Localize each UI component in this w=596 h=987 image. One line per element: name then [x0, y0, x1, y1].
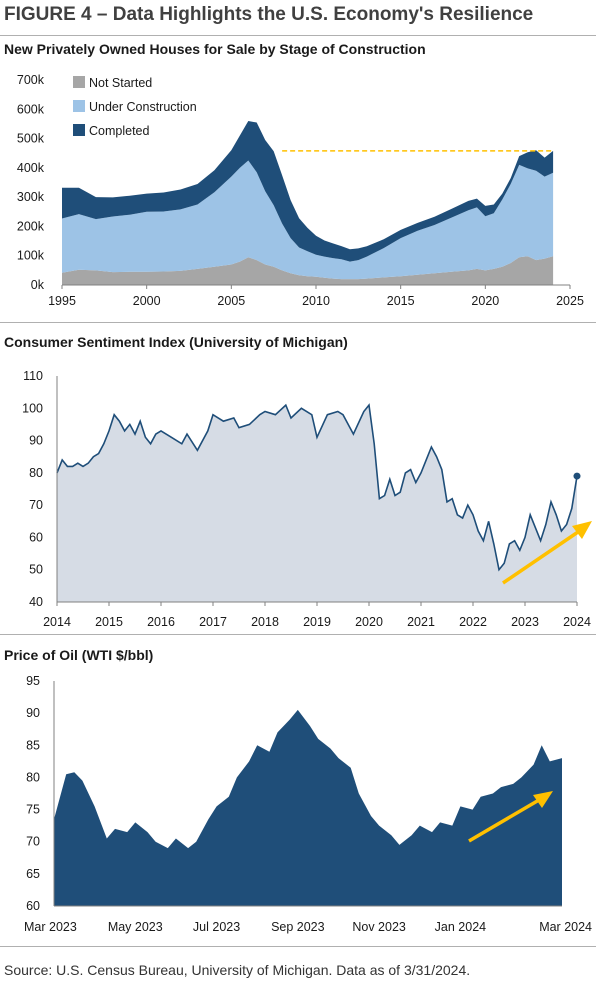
houses-legend-label: Completed — [89, 124, 149, 138]
houses-legend-label: Under Construction — [89, 100, 197, 114]
houses-legend-swatch — [73, 100, 85, 112]
sentiment-x-tick-label: 2016 — [147, 615, 175, 629]
houses-chart-title: New Privately Owned Houses for Sale by S… — [4, 41, 426, 57]
houses-y-tick-label: 100k — [17, 249, 45, 263]
sentiment-x-tick-label: 2024 — [563, 615, 591, 629]
sentiment-y-tick-label: 110 — [23, 369, 43, 383]
oil-trend-arrow-head — [533, 791, 553, 808]
oil-x-tick-label: Sep 2023 — [271, 920, 325, 934]
oil-y-tick-label: 65 — [26, 867, 40, 881]
sentiment-x-tick-label: 2022 — [459, 615, 487, 629]
houses-x-tick-label: 2000 — [133, 294, 161, 308]
sentiment-y-tick-label: 80 — [29, 466, 43, 480]
sentiment-x-tick-label: 2020 — [355, 615, 383, 629]
oil-x-tick-label: Mar 2024 — [539, 920, 592, 934]
oil-y-tick-label: 95 — [26, 674, 40, 688]
houses-area-under-construction — [62, 160, 554, 280]
houses-y-tick-label: 400k — [17, 161, 45, 175]
sentiment-y-tick-label: 100 — [22, 401, 43, 415]
divider-2 — [0, 634, 596, 635]
houses-y-tick-label: 700k — [17, 73, 45, 87]
sentiment-y-tick-label: 70 — [29, 498, 43, 512]
oil-y-tick-label: 60 — [26, 899, 40, 913]
sentiment-x-tick-label: 2015 — [95, 615, 123, 629]
houses-y-tick-label: 300k — [17, 190, 45, 204]
sentiment-last-point — [573, 472, 581, 480]
oil-y-tick-label: 75 — [26, 803, 40, 817]
oil-chart-title: Price of Oil (WTI $/bbl) — [4, 647, 154, 663]
divider-1 — [0, 322, 596, 323]
houses-y-tick-label: 600k — [17, 102, 45, 116]
houses-x-tick-label: 2025 — [556, 294, 584, 308]
houses-legend-swatch — [73, 76, 85, 88]
houses-x-tick-label: 2020 — [471, 294, 499, 308]
oil-trend-arrow-shaft — [468, 798, 540, 843]
sentiment-y-tick-label: 60 — [29, 530, 43, 544]
sentiment-x-tick-label: 2018 — [251, 615, 279, 629]
houses-area-completed — [62, 121, 554, 262]
sentiment-x-tick-label: 2021 — [407, 615, 435, 629]
sentiment-y-tick-label: 90 — [29, 434, 43, 448]
oil-area-fill — [54, 709, 562, 906]
houses-legend-swatch — [73, 124, 85, 136]
houses-x-tick-label: 2010 — [302, 294, 330, 308]
houses-x-tick-label: 2015 — [387, 294, 415, 308]
sentiment-y-tick-label: 50 — [29, 563, 43, 577]
oil-y-tick-label: 90 — [26, 706, 40, 720]
sentiment-x-tick-label: 2023 — [511, 615, 539, 629]
oil-x-tick-label: Jan 2024 — [435, 920, 486, 934]
sentiment-x-tick-label: 2014 — [43, 615, 71, 629]
houses-y-tick-label: 500k — [17, 132, 45, 146]
houses-y-tick-label: 0k — [31, 278, 45, 292]
houses-area-not-started — [62, 256, 554, 285]
oil-x-tick-label: Jul 2023 — [193, 920, 240, 934]
sentiment-area-fill — [57, 405, 577, 602]
houses-y-tick-label: 200k — [17, 219, 45, 233]
sentiment-x-tick-label: 2017 — [199, 615, 227, 629]
oil-y-tick-label: 80 — [26, 770, 40, 784]
sentiment-trend-arrow-head — [572, 521, 592, 539]
divider-3 — [0, 946, 596, 947]
source-note: Source: U.S. Census Bureau, University o… — [4, 962, 471, 978]
figure-title: FIGURE 4 – Data Highlights the U.S. Econ… — [4, 4, 534, 25]
houses-x-tick-label: 2005 — [217, 294, 245, 308]
oil-y-tick-label: 85 — [26, 738, 40, 752]
sentiment-chart-title: Consumer Sentiment Index (University of … — [4, 334, 348, 350]
oil-x-tick-label: May 2023 — [108, 920, 163, 934]
title-divider — [0, 35, 596, 36]
sentiment-trend-arrow-shaft — [502, 530, 579, 585]
sentiment-x-tick-label: 2019 — [303, 615, 331, 629]
sentiment-y-tick-label: 40 — [29, 595, 43, 609]
oil-x-tick-label: Mar 2023 — [24, 920, 77, 934]
sentiment-line — [56, 403, 578, 572]
houses-x-tick-label: 1995 — [48, 294, 76, 308]
houses-legend-label: Not Started — [89, 76, 152, 90]
oil-y-tick-label: 70 — [26, 835, 40, 849]
oil-x-tick-label: Nov 2023 — [352, 920, 406, 934]
